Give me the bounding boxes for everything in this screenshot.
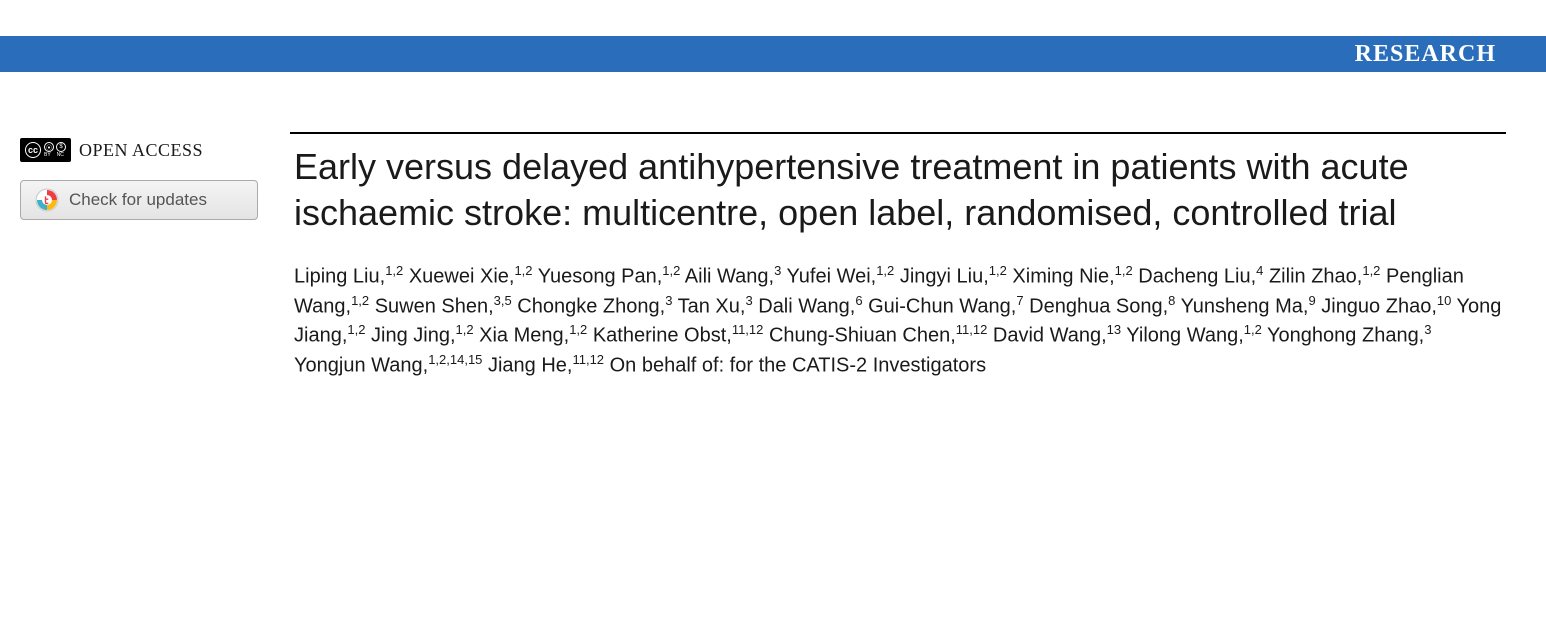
section-label: RESEARCH (1355, 41, 1496, 68)
authors-list: Liping Liu,1,2 Xuewei Xie,1,2 Yuesong Pa… (294, 262, 1506, 381)
content-area: cc ⦿ $ BYNC OPEN ACCESS (0, 132, 1546, 381)
check-updates-button[interactable]: Check for updates (20, 180, 258, 220)
open-access-label: OPEN ACCESS (79, 140, 203, 161)
crossmark-icon (35, 188, 59, 212)
header-bar: RESEARCH (0, 36, 1546, 72)
cc-license-icon: cc ⦿ $ BYNC (20, 138, 71, 162)
open-access-badge: cc ⦿ $ BYNC OPEN ACCESS (20, 138, 290, 162)
sidebar: cc ⦿ $ BYNC OPEN ACCESS (20, 132, 290, 381)
check-updates-label: Check for updates (69, 190, 207, 210)
main-content: Early versus delayed antihypertensive tr… (290, 132, 1506, 381)
article-title: Early versus delayed antihypertensive tr… (294, 144, 1506, 236)
